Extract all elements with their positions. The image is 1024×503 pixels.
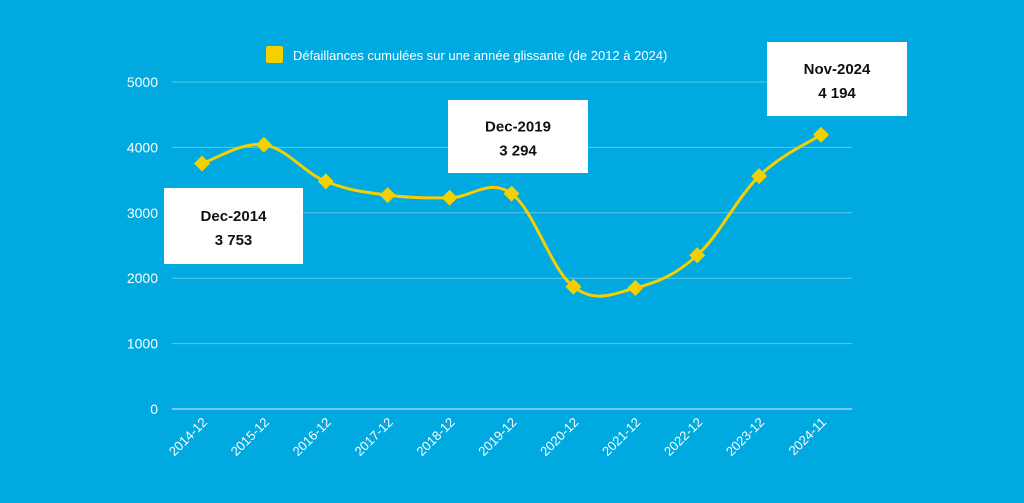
callout-value: 3 753	[215, 232, 253, 249]
annotation-callouts: Dec-2014 3 753 Dec-2019 3 294 Nov-2024 4 194	[164, 42, 907, 264]
y-tick-label: 4000	[127, 139, 158, 155]
x-tick-label: 2015-12	[228, 415, 272, 459]
series-line-path	[200, 133, 823, 298]
x-tick-label: 2016-12	[290, 415, 334, 459]
legend-swatch	[266, 46, 283, 63]
y-tick-label: 0	[150, 401, 158, 417]
annotation-callout: Dec-2019 3 294	[448, 100, 588, 173]
x-tick-label: 2022-12	[661, 415, 705, 459]
legend-label: Défaillances cumulées sur une année glis…	[293, 48, 667, 63]
x-tick-label: 2019-12	[475, 415, 519, 459]
data-point-marker	[503, 185, 520, 202]
callout-box	[767, 42, 907, 116]
data-point-marker	[751, 168, 768, 185]
x-tick-label: 2023-12	[723, 415, 767, 459]
callout-date: Nov-2024	[804, 61, 871, 78]
legend: Défaillances cumulées sur une année glis…	[266, 46, 667, 63]
data-point-marker	[255, 136, 272, 153]
callout-value: 4 194	[818, 85, 856, 102]
y-tick-label: 5000	[127, 74, 158, 90]
data-point-marker	[194, 155, 210, 172]
callout-value: 3 294	[499, 143, 537, 160]
data-point-marker	[689, 247, 706, 264]
x-tick-label: 2018-12	[413, 415, 457, 459]
callout-box	[448, 100, 588, 173]
data-point-marker	[813, 126, 829, 143]
y-tick-label: 3000	[127, 205, 158, 221]
data-point-marker	[379, 187, 396, 204]
x-tick-label: 2024-11	[785, 415, 829, 459]
data-point-marker	[627, 280, 644, 297]
series-line	[200, 133, 823, 298]
x-tick-label: 2017-12	[351, 415, 395, 459]
data-point-marker	[565, 278, 582, 295]
x-tick-label: 2020-12	[537, 415, 581, 459]
data-point-marker	[317, 173, 334, 190]
y-tick-label: 2000	[127, 270, 158, 286]
callout-box	[164, 188, 303, 264]
data-point-marker	[441, 189, 458, 206]
y-tick-label: 1000	[127, 336, 158, 352]
callout-date: Dec-2014	[201, 208, 268, 225]
y-axis-ticks: 0 1000 2000 3000 4000 5000	[127, 74, 158, 417]
series-markers	[194, 126, 829, 297]
annotation-callout: Dec-2014 3 753	[164, 188, 303, 264]
callout-date: Dec-2019	[485, 119, 551, 136]
annotation-callout: Nov-2024 4 194	[767, 42, 907, 116]
x-axis-ticks: 2014-12 2015-12 2016-12 2017-12 2018-12 2019-…	[166, 415, 829, 459]
x-tick-label: 2021-12	[599, 415, 643, 459]
x-tick-label: 2014-12	[166, 415, 210, 459]
